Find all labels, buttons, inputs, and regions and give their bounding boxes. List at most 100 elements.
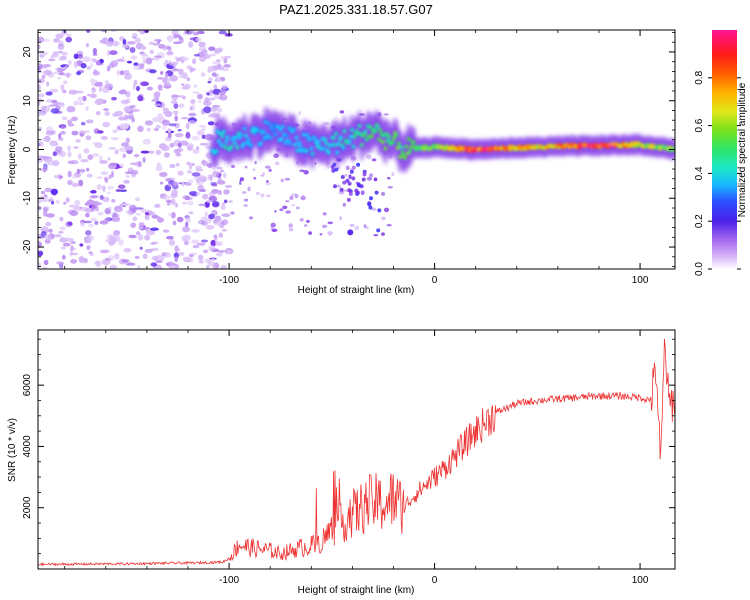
spectrogram-noise-blob	[172, 110, 179, 114]
spectrogram-noise-blob	[99, 155, 103, 162]
spectrogram-noise-blob	[75, 139, 81, 143]
spectrogram-noise-blob	[141, 45, 147, 51]
spectrogram-noise-blob	[186, 77, 190, 82]
snr-series-line	[38, 338, 675, 567]
spectrogram-noise-blob	[125, 175, 130, 178]
spectrogram-noise-blob	[188, 191, 198, 196]
spectrogram-noise-blob	[168, 261, 174, 265]
spectrogram-noise-blob	[218, 96, 223, 100]
spectrogram-noise-blob	[43, 234, 52, 240]
spectrogram-noise-blob	[172, 220, 177, 226]
spectrogram-noise-blob	[199, 124, 207, 128]
spectrogram-noise-blob	[62, 89, 67, 94]
spectrogram-noise-blob	[122, 69, 130, 76]
spectrogram-noise-blob	[97, 130, 104, 134]
spectrogram-noise-blob	[71, 241, 77, 244]
spectrogram-noise-blob	[73, 61, 78, 69]
spectrogram-noise-blob	[129, 162, 139, 166]
spectrogram-noise-blob	[177, 129, 182, 132]
spectrogram-noise-blob	[143, 30, 150, 33]
spectrogram-noise-blob	[357, 183, 362, 188]
spectrogram-noise-blob	[355, 190, 360, 195]
spectrogram-noise-blob	[208, 245, 216, 252]
spectrogram-noise-blob	[175, 248, 181, 252]
spectrogram-noise-blob	[119, 123, 129, 130]
spectrogram-ridge-point	[398, 154, 403, 160]
spectrogram-noise-blob	[165, 51, 174, 57]
spectrogram-ridge-point	[225, 135, 230, 140]
spectrogram-noise-blob	[217, 79, 223, 83]
spectrogram-noise-blob	[128, 234, 137, 239]
spectrogram-noise-blob	[65, 197, 70, 203]
spectrogram-noise-blob	[139, 63, 145, 70]
spectrogram-noise-blob	[53, 38, 60, 43]
spectrogram-noise-blob	[86, 66, 91, 70]
colorbar-tick-label: 0.4	[694, 166, 705, 180]
spectrogram-noise-blob	[126, 115, 134, 120]
spectrogram-noise-blob	[153, 266, 157, 269]
spectrogram-noise-blob	[74, 199, 81, 207]
spectrogram-noise-blob	[211, 72, 217, 77]
spectrogram-noise-blob	[130, 55, 138, 60]
spectrogram-noise-blob	[207, 121, 215, 126]
spectrogram-noise-blob	[138, 226, 144, 230]
spectrogram-noise-blob	[187, 179, 194, 184]
spectrogram-noise-blob	[70, 245, 74, 252]
spectrogram-ylabel: Frequency (Hz)	[7, 116, 18, 185]
spectrogram-noise-blob	[186, 65, 192, 70]
spectrogram-noise-blob	[271, 228, 278, 232]
spectrogram-ridge-point	[294, 135, 299, 140]
spectrogram-noise-blob	[117, 184, 126, 189]
spectrogram-noise-blob	[347, 181, 352, 186]
spectrogram-noise-blob	[96, 184, 103, 191]
spectrogram-noise-blob	[198, 41, 206, 47]
spectrogram-noise-blob	[57, 77, 61, 80]
spectrogram-noise-blob	[108, 254, 115, 261]
spectrogram-noise-blob	[78, 102, 85, 106]
spectrogram-noise-blob	[128, 204, 137, 212]
spectrogram-ridge-point	[394, 133, 399, 138]
snr-xtick-label: 0	[432, 575, 438, 586]
spectrogram-noise-blob	[48, 228, 53, 233]
spectrogram-noise-blob	[270, 227, 274, 230]
snr-ytick-label: 2000	[22, 496, 33, 519]
spectrogram-ridge-point	[276, 124, 280, 129]
spectrogram-ytick-label: 0	[22, 146, 33, 152]
snr-ytick-label: 4000	[22, 435, 33, 458]
spectrogram-noise-blob	[386, 223, 392, 227]
spectrogram-noise-blob	[216, 59, 221, 62]
colorbar-ticks: 0.0 0.2 0.4 0.6 0.8	[694, 70, 741, 276]
spectrogram-noise-blob	[170, 100, 178, 104]
spectrogram-noise-blob	[168, 265, 176, 269]
spectrogram-noise-blob	[87, 154, 94, 160]
spectrogram-noise-blob	[244, 204, 248, 207]
spectrogram-noise-blob	[181, 181, 185, 187]
spectrogram-noise-blob	[185, 221, 189, 228]
spectrogram-noise-blob	[202, 193, 209, 200]
spectrogram-noise-blob	[371, 158, 377, 162]
spectrogram-ridge-point	[336, 141, 341, 147]
spectrogram-noise-blob	[306, 219, 310, 223]
spectrogram-noise-blob	[47, 162, 54, 166]
spectrogram-noise-blob	[262, 172, 266, 175]
spectrogram-ridge-point	[387, 134, 391, 139]
spectrogram-noise-blob	[38, 158, 42, 163]
spectrogram-noise-blob	[303, 170, 309, 175]
spectrogram-noise-blob	[300, 195, 306, 201]
spectrogram-noise-blob	[204, 258, 212, 263]
spectrogram-noise-blob	[66, 105, 76, 113]
spectrogram-noise-blob	[63, 201, 67, 205]
spectrogram-noise-blob	[178, 95, 186, 98]
spectrogram-noise-blob	[319, 233, 323, 236]
spectrogram-ridge-point	[404, 144, 409, 149]
spectrogram-ridge-point	[223, 144, 227, 149]
spectrogram-noise-blob	[109, 50, 118, 56]
spectrogram-noise-blob	[208, 213, 215, 220]
spectrogram-noise-blob	[100, 136, 108, 140]
spectrogram-noise-blob	[108, 174, 112, 180]
spectrogram-ridge-point	[309, 146, 314, 151]
spectrogram-noise-blob	[321, 224, 328, 229]
spectrogram-noise-blob	[221, 68, 230, 71]
spectrogram-noise-blob	[268, 168, 272, 172]
spectrogram-noise-blob	[155, 260, 163, 264]
